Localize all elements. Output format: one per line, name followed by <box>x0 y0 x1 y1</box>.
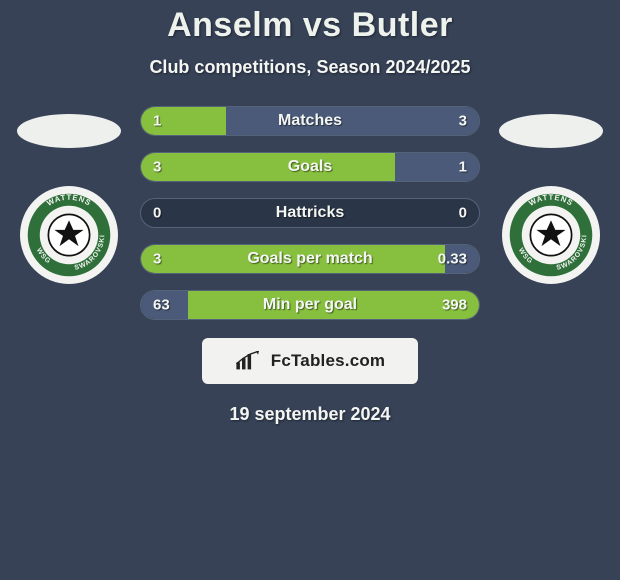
stat-bars: 1 3 Matches 3 1 Goals 0 0 Hattricks 3 0.33 Goals pe… <box>140 106 480 320</box>
date-text: 19 september 2024 <box>0 404 620 425</box>
player-photo-right-placeholder <box>499 114 603 148</box>
stat-value-left: 0 <box>153 205 161 222</box>
stat-value-left: 63 <box>153 297 170 314</box>
player-photo-left-placeholder <box>17 114 121 148</box>
comparison-card: Anselm vs Butler Club competitions, Seas… <box>0 0 620 580</box>
content-row: WATTENS WSG SWAROVSKI 13Matches31Goals00… <box>0 106 620 320</box>
stat-value-left: 3 <box>153 251 161 268</box>
club-badge-left: WATTENS WSG SWAROVSKI <box>20 186 118 284</box>
subtitle: Club competitions, Season 2024/2025 <box>0 57 620 78</box>
stat-label: Goals per match <box>247 250 372 268</box>
bar-fill-right <box>226 107 480 135</box>
stat-value-right: 3 <box>459 113 467 130</box>
stat-label: Matches <box>278 112 342 130</box>
stat-label: Hattricks <box>276 204 344 222</box>
stat-value-left: 3 <box>153 159 161 176</box>
club-badge-right: WATTENS WSG SWAROVSKI <box>502 186 600 284</box>
club-badge-icon: WATTENS WSG SWAROVSKI <box>508 192 594 278</box>
stat-bar: 63 398 Min per goal <box>140 290 480 320</box>
stat-value-right: 1 <box>459 159 467 176</box>
stat-bar: 0 0 Hattricks <box>140 198 480 228</box>
stat-label: Min per goal <box>263 296 357 314</box>
stat-value-right: 398 <box>442 297 467 314</box>
source-logo-text: FcTables.com <box>271 351 386 371</box>
stat-label: Goals <box>288 158 332 176</box>
stat-value-left: 1 <box>153 113 161 130</box>
stat-value-right: 0.33 <box>438 251 467 268</box>
source-logo[interactable]: FcTables.com <box>202 338 418 384</box>
stat-value-right: 0 <box>459 205 467 222</box>
club-badge-icon: WATTENS WSG SWAROVSKI <box>26 192 112 278</box>
right-side: WATTENS WSG SWAROVSKI <box>498 114 604 284</box>
left-side: WATTENS WSG SWAROVSKI <box>16 114 122 284</box>
page-title: Anselm vs Butler <box>0 6 620 45</box>
bar-fill-left <box>141 153 395 181</box>
fctables-chart-icon <box>235 351 263 371</box>
stat-bar: 1 3 Matches <box>140 106 480 136</box>
stat-bar: 3 0.33 Goals per match <box>140 244 480 274</box>
stat-bar: 3 1 Goals <box>140 152 480 182</box>
